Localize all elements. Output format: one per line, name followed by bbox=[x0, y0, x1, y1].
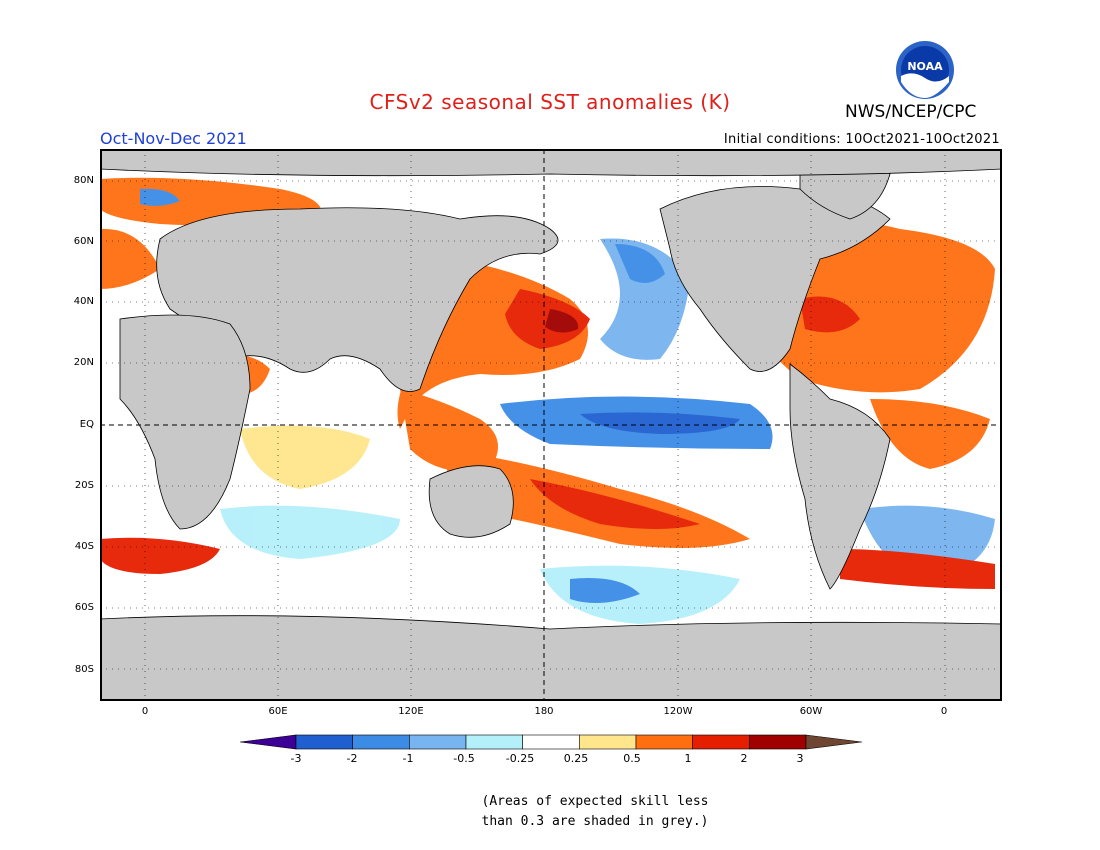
lat-label: 80N bbox=[73, 175, 94, 186]
initial-conditions: Initial conditions: 10Oct2021-10Oct2021 bbox=[723, 132, 1000, 147]
noaa-logo: NOAA bbox=[895, 40, 955, 100]
colorbar-segment bbox=[240, 734, 297, 750]
skill-footnote: (Areas of expected skill less than 0.3 a… bbox=[481, 794, 709, 829]
colorbar-label: 2 bbox=[740, 752, 748, 765]
lat-label: 80S bbox=[74, 664, 94, 675]
map-reference-lines bbox=[100, 149, 1002, 701]
colorbar-segment bbox=[805, 734, 862, 750]
colorbar-segment bbox=[692, 734, 750, 750]
colorbar-label: -0.25 bbox=[505, 752, 535, 765]
colorbar-label: -1 bbox=[402, 752, 414, 765]
colorbar-segment bbox=[465, 734, 523, 750]
land-masses bbox=[100, 149, 1002, 701]
lon-label: 120W bbox=[663, 706, 693, 717]
chart-title: CFSv2 seasonal SST anomalies (K) bbox=[369, 90, 731, 114]
lat-label: 20S bbox=[74, 480, 94, 491]
colorbar-segment bbox=[749, 734, 807, 750]
colorbar-segment bbox=[409, 734, 467, 750]
colorbar-label: 3 bbox=[796, 752, 804, 765]
lat-label: 60S bbox=[74, 602, 94, 613]
color-scale-bar bbox=[240, 734, 862, 750]
lon-label: 60E bbox=[268, 706, 288, 717]
forecast-period: Oct-Nov-Dec 2021 bbox=[100, 129, 247, 148]
lat-label: 60N bbox=[73, 236, 94, 247]
colorbar-label: 0.5 bbox=[623, 752, 641, 765]
lat-label: 40S bbox=[74, 541, 94, 552]
sst-anomaly-map bbox=[100, 149, 1002, 701]
colorbar-label: -3 bbox=[290, 752, 302, 765]
colorbar-segment bbox=[295, 734, 353, 750]
lon-label: 0 bbox=[940, 706, 948, 717]
lat-label: 40N bbox=[73, 296, 94, 307]
lon-label: 60W bbox=[799, 706, 823, 717]
colorbar-label: -2 bbox=[346, 752, 358, 765]
lon-label: 180 bbox=[534, 706, 554, 717]
logo-text: NOAA bbox=[907, 60, 943, 73]
lon-label: 0 bbox=[141, 706, 149, 717]
lon-label: 120E bbox=[398, 706, 424, 717]
lat-label: 20N bbox=[73, 357, 94, 368]
agency-label: NWS/NCEP/CPC bbox=[845, 102, 977, 122]
colorbar-segment bbox=[352, 734, 410, 750]
colorbar-label: 0.25 bbox=[563, 752, 589, 765]
colorbar-label: -0.5 bbox=[453, 752, 475, 765]
colorbar-segment bbox=[522, 734, 580, 750]
lat-label: EQ bbox=[79, 419, 94, 430]
colorbar-label: 1 bbox=[684, 752, 692, 765]
colorbar-segment bbox=[579, 734, 637, 750]
colorbar-segment bbox=[635, 734, 693, 750]
